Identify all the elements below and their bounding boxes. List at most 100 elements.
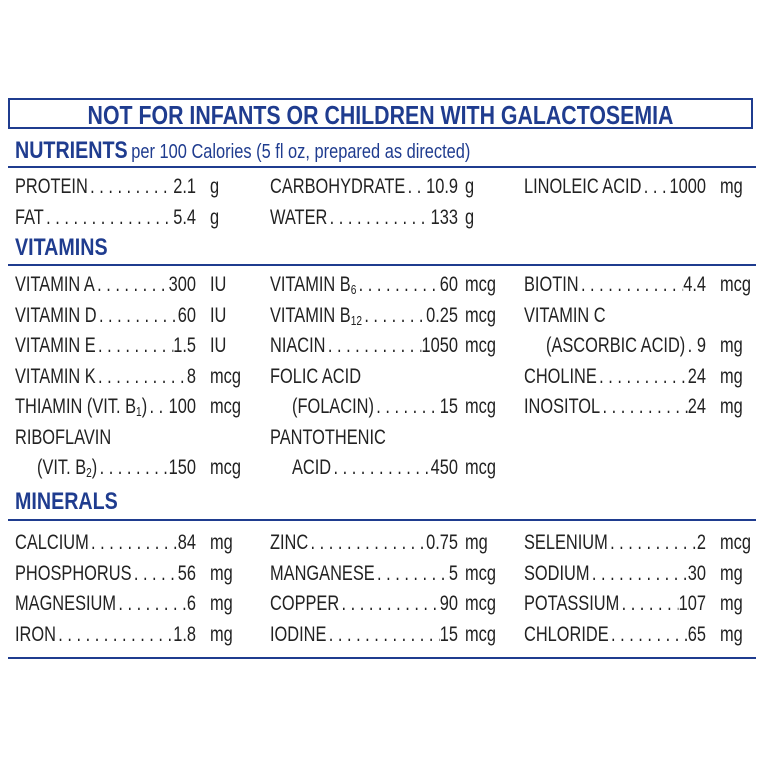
- subscript: 2: [86, 465, 92, 480]
- dot-leader: [375, 562, 449, 586]
- nutrient-unit: mcg: [465, 456, 496, 479]
- nutrient-value: 9: [696, 334, 706, 357]
- nutrient-unit: mcg: [210, 395, 241, 418]
- name-text: PHOSPHORUS: [15, 561, 132, 585]
- nutrient-row: (VIT. B2) 150: [37, 456, 196, 480]
- nutrient-row: (FOLACIN) 15: [292, 395, 458, 419]
- nutrient-row: CARBOHYDRATE 10.9: [270, 175, 458, 199]
- nutrient-name: PANTOTHENIC: [270, 426, 386, 450]
- dot-leader: [147, 395, 169, 419]
- name-text: CARBOHYDRATE: [270, 175, 406, 198]
- nutrients-header: NUTRIENTS per 100 Calories (5 fl oz, pre…: [15, 138, 470, 167]
- nutrient-value: 30: [687, 561, 706, 585]
- nutrient-row: ZINC 0.75: [270, 531, 458, 555]
- nutrient-value: 15: [439, 395, 458, 418]
- nutrient-row: (ASCORBIC ACID) 9: [546, 334, 706, 358]
- nutrient-name: THIAMIN (VIT. B1): [15, 395, 147, 419]
- dot-leader: [374, 395, 440, 419]
- dot-leader: [56, 623, 173, 647]
- nutrient-row: VITAMIN E 1.5: [15, 334, 196, 358]
- name-text: VITAMIN A: [15, 273, 95, 296]
- nutrient-unit: mcg: [465, 592, 496, 615]
- nutrient-value: 100: [168, 395, 196, 418]
- nutrient-name: VITAMIN B6: [270, 273, 356, 297]
- name-text: ZINC: [270, 531, 309, 554]
- name-text: BIOTIN: [524, 273, 579, 296]
- warning-title: NOT FOR INFANTS OR CHILDREN WITH GALACTO…: [87, 100, 674, 130]
- name-text: VITAMIN B: [270, 273, 351, 296]
- nutrient-unit: mcg: [465, 561, 496, 585]
- nutrient-name: CARBOHYDRATE: [270, 175, 405, 199]
- nutrient-name: INOSITOL: [524, 395, 600, 419]
- nutrient-row: IRON 1.8: [15, 623, 196, 647]
- dot-leader: [608, 531, 697, 555]
- nutrient-row: LINOLEIC ACID 1000: [524, 175, 706, 199]
- nutrient-unit: mg: [210, 622, 233, 646]
- nutrient-unit: mcg: [465, 303, 496, 327]
- nutrient-row: ACID 450: [292, 456, 458, 480]
- nutrient-row: VITAMIN K 8: [15, 365, 196, 389]
- warning-box: NOT FOR INFANTS OR CHILDREN WITH GALACTO…: [8, 98, 753, 129]
- nutrient-unit: IU: [210, 303, 227, 327]
- nutrient-row: VITAMIN A 300: [15, 273, 196, 297]
- nutrient-unit: g: [465, 175, 475, 198]
- nutrient-unit: mg: [720, 175, 743, 198]
- name-text: FAT: [15, 205, 44, 229]
- nutrient-row: PROTEIN 2.1: [15, 175, 196, 199]
- nutrient-name: MANGANESE: [270, 562, 375, 586]
- nutrient-name: MAGNESIUM: [15, 592, 116, 616]
- nutrient-name: VITAMIN E: [15, 334, 96, 358]
- nutrient-row: POTASSIUM 107: [524, 592, 706, 616]
- name-text: (VIT. B: [37, 456, 87, 479]
- dot-leader: [405, 175, 426, 199]
- nutrient-value: 2.1: [173, 175, 196, 198]
- dot-leader: [96, 365, 187, 389]
- nutrient-unit: mcg: [720, 273, 751, 296]
- divider: [8, 657, 756, 659]
- dot-leader: [132, 562, 178, 586]
- name-text: VITAMIN C: [524, 303, 606, 327]
- nutrient-unit: mcg: [720, 531, 751, 554]
- nutrient-name: ACID: [292, 456, 331, 480]
- name-text: ACID: [292, 456, 332, 479]
- nutrient-value: 107: [678, 592, 706, 615]
- name-text: IRON: [15, 622, 56, 646]
- name-suffix: ): [141, 395, 148, 418]
- dot-leader: [96, 334, 174, 358]
- name-text: LINOLEIC ACID: [524, 175, 642, 198]
- minerals-heading: MINERALS: [15, 488, 118, 515]
- dot-leader: [619, 592, 678, 616]
- nutrient-unit: mg: [720, 334, 743, 357]
- nutrient-name: NIACIN: [270, 334, 326, 358]
- name-text: THIAMIN (VIT. B: [15, 395, 137, 418]
- dot-leader: [88, 175, 173, 199]
- nutrient-value: 450: [430, 456, 458, 479]
- nutrient-name: COPPER: [270, 592, 339, 616]
- nutrient-value: 1050: [421, 334, 458, 357]
- nutrient-value: 8: [186, 364, 196, 388]
- nutrient-name: VITAMIN B12: [270, 304, 362, 328]
- nutrient-row: VITAMIN D 60: [15, 304, 196, 328]
- nutrient-name: CHLORIDE: [524, 623, 609, 647]
- nutrient-unit: mg: [720, 561, 743, 585]
- nutrient-unit: mg: [720, 592, 743, 615]
- name-text: POTASSIUM: [524, 592, 620, 615]
- dot-leader: [339, 592, 440, 616]
- name-text: COPPER: [270, 592, 340, 615]
- nutrient-unit: mcg: [465, 622, 496, 646]
- nutrient-unit: IU: [210, 273, 227, 296]
- divider: [8, 166, 756, 168]
- nutrient-unit: mg: [465, 531, 488, 554]
- nutrient-unit: mg: [720, 364, 743, 388]
- nutrient-value: 1.5: [173, 334, 196, 357]
- nutrient-value: 5.4: [173, 205, 196, 229]
- nutrient-value: 65: [687, 622, 706, 646]
- nutrient-value: 24: [687, 364, 706, 388]
- dot-leader: [97, 456, 168, 480]
- nutrient-name: PHOSPHORUS: [15, 562, 132, 586]
- nutrient-unit: mg: [210, 592, 233, 615]
- name-text: RIBOFLAVIN: [15, 425, 112, 449]
- dot-leader: [95, 273, 169, 297]
- nutrient-name: ZINC: [270, 531, 308, 555]
- name-text: VITAMIN D: [15, 303, 97, 327]
